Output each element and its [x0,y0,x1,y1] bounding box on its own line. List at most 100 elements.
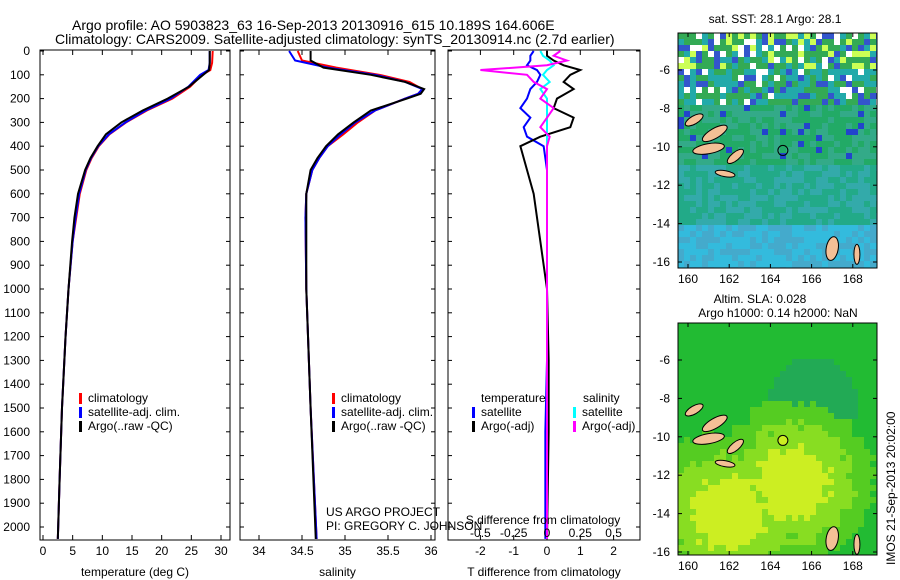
map-cell [834,347,840,353]
map-cell [840,243,846,249]
map-cell [816,261,822,267]
map-cell [798,395,804,401]
map-cell [828,359,834,365]
map-cell [768,213,774,219]
map-cell [708,177,714,183]
map-cell [786,377,792,383]
map-cell [798,545,804,551]
map-cell [744,63,750,69]
map-cell [786,365,792,371]
map-cell [750,437,756,443]
map-cell [834,425,840,431]
map-cell [786,81,792,87]
map-cell [762,371,768,377]
map-cell [762,165,768,171]
map-cell [726,51,732,57]
map-cell [702,395,708,401]
map-cell [804,431,810,437]
map-cell [816,93,822,99]
map-cell [864,431,870,437]
map-cell [780,93,786,99]
map-cell [720,323,726,329]
map-cell [762,413,768,419]
map-cell [738,81,744,87]
map-cell [732,141,738,147]
map-cell [816,171,822,177]
map-cell [708,497,714,503]
map-cell [726,371,732,377]
map-cell [870,359,876,365]
map-cell [834,207,840,213]
map-cell [846,335,852,341]
map-cell [780,57,786,63]
map-cell [810,527,816,533]
map-cell [864,377,870,383]
map-cell [702,545,708,551]
map-cell [774,341,780,347]
map-cell [720,39,726,45]
map-cell [774,395,780,401]
map-cell [732,467,738,473]
map-cell [852,419,858,425]
title-line-2: Climatology: CARS2009. Satellite-adjuste… [55,31,615,47]
legend-label: Argo(-adj) [582,419,635,433]
map-cell [804,359,810,365]
map-cell [744,105,750,111]
map-cell [744,515,750,521]
map-cell [858,383,864,389]
map-cell [834,45,840,51]
map-cell [678,219,684,225]
map-cell [738,347,744,353]
sla-map [678,323,877,555]
map-cell [762,69,768,75]
map-cell [774,419,780,425]
map-cell [738,461,744,467]
map-cell [690,413,696,419]
map-cell [846,165,852,171]
map-cell [864,479,870,485]
map-cell [864,99,870,105]
map-cell [750,323,756,329]
map-cell [756,63,762,69]
map-cell [840,521,846,527]
map-cell [858,69,864,75]
map-cell [798,461,804,467]
map-cell [744,329,750,335]
map-cell [828,341,834,347]
map-cell [804,491,810,497]
map-cell [750,219,756,225]
map-cell [690,353,696,359]
map-cell [786,129,792,135]
map-cell [786,255,792,261]
map-cell [768,219,774,225]
map-cell [696,99,702,105]
map-cell [786,515,792,521]
map-cell [768,75,774,81]
map-cell [720,237,726,243]
map-cell [744,81,750,87]
map-cell [750,377,756,383]
map-cell [798,407,804,413]
map-cell [864,165,870,171]
map-cell [750,467,756,473]
map-cell [774,473,780,479]
map-cell [804,545,810,551]
map-cell [792,51,798,57]
map-cell [696,503,702,509]
map-cell [864,341,870,347]
map-cell [744,341,750,347]
map-cell [864,123,870,129]
map-cell [828,51,834,57]
map-cell [804,479,810,485]
map-cell [852,449,858,455]
map-cell [870,479,876,485]
map-cell [732,123,738,129]
map-cell [732,389,738,395]
map-cell [786,335,792,341]
map-cell [678,329,684,335]
map-cell [774,117,780,123]
map-cell [804,527,810,533]
map-cell [870,69,876,75]
map-cell [756,485,762,491]
map-cell [810,261,816,267]
